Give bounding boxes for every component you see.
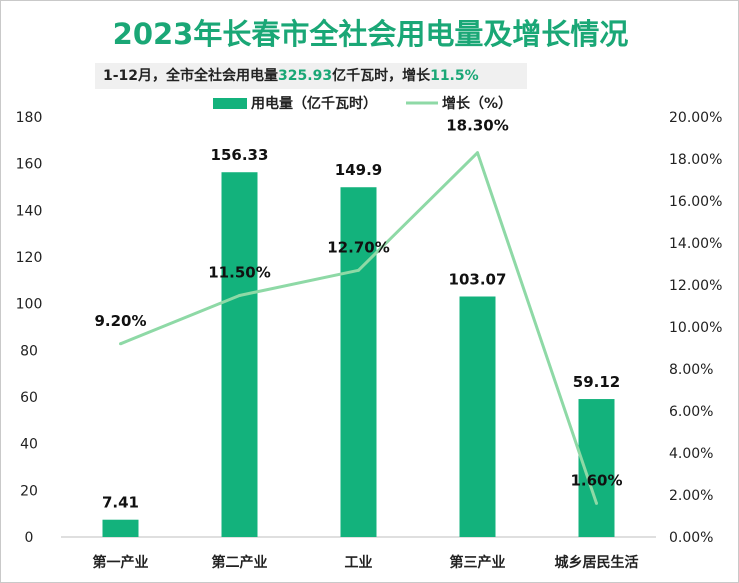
bar-value-label: 103.07 bbox=[449, 271, 507, 289]
growth-value-label: 1.60% bbox=[570, 471, 622, 489]
y-left-tick-label: 40 bbox=[20, 437, 38, 453]
growth-value-label: 12.70% bbox=[327, 238, 389, 256]
growth-value-label: 9.20% bbox=[94, 312, 146, 330]
growth-point bbox=[595, 501, 598, 505]
y-right-tick-label: 12.00% bbox=[669, 278, 722, 294]
y-right-tick-label: 2.00% bbox=[669, 488, 713, 504]
y-left-tick-label: 140 bbox=[16, 203, 43, 219]
legend-swatch-bar bbox=[213, 98, 247, 109]
y-right-tick-label: 4.00% bbox=[669, 446, 713, 462]
bar bbox=[459, 296, 496, 537]
y-right-tick-label: 14.00% bbox=[669, 236, 722, 252]
x-tick-label: 第二产业 bbox=[212, 554, 268, 571]
y-left-tick-label: 120 bbox=[16, 250, 43, 266]
y-left-tick-label: 100 bbox=[16, 297, 43, 313]
y-left-tick-label: 20 bbox=[20, 483, 38, 499]
legend-label-line: 增长（%） bbox=[442, 95, 512, 112]
y-right-tick-label: 8.00% bbox=[669, 362, 713, 378]
x-tick-label: 城乡居民生活 bbox=[555, 554, 639, 571]
subtitle-value: 325.93 bbox=[278, 68, 333, 84]
growth-point bbox=[476, 151, 479, 155]
legend-label-bar: 用电量（亿千瓦时） bbox=[251, 95, 377, 112]
chart-title: 2023年长春市全社会用电量及增长情况 bbox=[112, 17, 629, 51]
bar-value-label: 156.33 bbox=[211, 146, 269, 164]
x-tick-label: 工业 bbox=[345, 555, 373, 571]
bar-value-label: 7.41 bbox=[102, 494, 139, 512]
growth-value-label: 11.50% bbox=[208, 264, 270, 282]
bar bbox=[340, 187, 377, 537]
y-right-tick-label: 18.00% bbox=[669, 152, 722, 168]
growth-point bbox=[238, 294, 241, 297]
bar-value-label: 149.9 bbox=[335, 161, 382, 179]
bar bbox=[102, 519, 139, 537]
bar bbox=[221, 172, 258, 538]
bar-value-label: 59.12 bbox=[573, 373, 620, 391]
x-tick-label: 第三产业 bbox=[450, 554, 506, 571]
y-left-tick-label: 160 bbox=[16, 157, 43, 173]
y-right-tick-label: 16.00% bbox=[669, 194, 722, 210]
y-right-tick-label: 6.00% bbox=[669, 404, 713, 420]
y-left-tick-label: 180 bbox=[16, 110, 43, 126]
x-tick-label: 第一产业 bbox=[93, 554, 149, 571]
chart-subtitle: 1-12月，全市全社会用电量325.93亿千瓦时，增长11.5% bbox=[95, 63, 527, 89]
y-right-tick-label: 0.00% bbox=[669, 530, 713, 546]
y-left-tick-label: 0 bbox=[25, 530, 34, 546]
y-right-tick-label: 20.00% bbox=[669, 110, 722, 126]
growth-value-label: 18.30% bbox=[446, 117, 508, 135]
y-left-tick-label: 80 bbox=[20, 343, 38, 359]
subtitle-text-1: 1-12月，全市全社会用电量 bbox=[103, 68, 279, 84]
growth-point bbox=[119, 342, 122, 346]
subtitle-text-2: 亿千瓦时，增长 bbox=[332, 68, 431, 84]
growth-point bbox=[357, 268, 360, 272]
subtitle-growth: 11.5% bbox=[430, 68, 479, 84]
y-left-tick-label: 60 bbox=[20, 390, 38, 406]
y-right-tick-label: 10.00% bbox=[669, 320, 722, 336]
